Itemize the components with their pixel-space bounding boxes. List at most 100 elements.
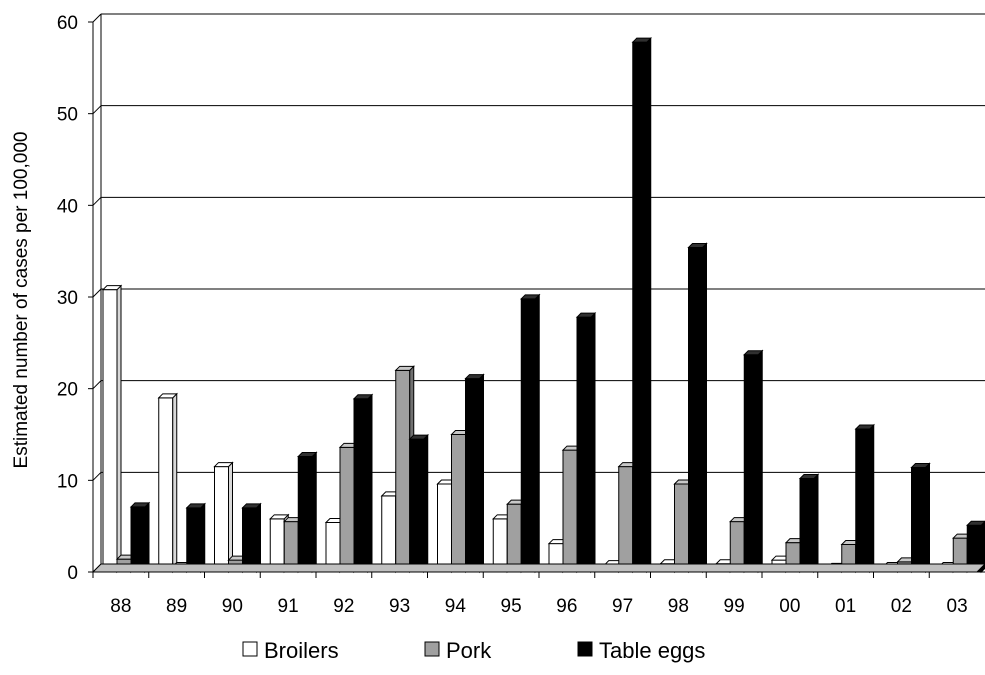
bar-front <box>451 434 466 573</box>
bar-table-eggs <box>352 393 374 574</box>
gridline-diagonal <box>92 13 102 23</box>
bar-front <box>688 247 703 573</box>
bar-table-eggs <box>798 473 820 574</box>
bar-front <box>130 506 146 573</box>
y-axis-ticks: 0 10 20 30 40 50 60 <box>57 13 93 584</box>
bar-front <box>506 503 522 573</box>
bar-side <box>757 349 763 574</box>
x-tick-label: 94 <box>445 596 467 617</box>
bar-table-eggs <box>854 423 875 574</box>
gridline-diagonal <box>92 471 102 481</box>
bar-front <box>395 369 411 573</box>
gridline-diagonal <box>92 196 102 206</box>
y-tick-label: 60 <box>57 13 78 34</box>
x-tick-label: 90 <box>222 596 243 617</box>
bar-table-eggs <box>687 242 708 574</box>
bar-front <box>297 456 313 573</box>
x-tick-label: 98 <box>668 596 689 617</box>
bar-top <box>352 394 374 400</box>
bar-top <box>157 393 178 399</box>
bar-front <box>381 495 397 573</box>
bar-front <box>743 354 759 573</box>
bar-top <box>687 243 708 248</box>
gridline-diagonal <box>92 105 102 115</box>
bar-side <box>646 36 652 574</box>
legend-swatch-table-eggs <box>577 641 593 657</box>
bar-side <box>869 423 875 574</box>
bar-front <box>353 398 369 573</box>
bar-table-eggs <box>241 502 262 574</box>
bar-front <box>632 41 648 573</box>
x-tick-label: 03 <box>947 596 968 617</box>
bar-side <box>228 461 233 574</box>
bar-top <box>269 514 290 520</box>
bar-front <box>674 483 689 573</box>
bar-table-eggs <box>575 311 597 574</box>
x-tick-label: 92 <box>333 596 354 617</box>
bar-front <box>911 467 926 573</box>
bar-front <box>339 446 355 573</box>
legend-swatch-broilers <box>242 641 258 657</box>
legend-label: Pork <box>446 638 492 663</box>
y-tick-label: 10 <box>57 471 78 492</box>
bar-table-eggs <box>129 501 151 574</box>
x-tick-label: 89 <box>166 596 187 617</box>
legend-swatch-pork <box>424 641 440 657</box>
bar-side <box>200 502 206 574</box>
bar-top <box>185 503 206 509</box>
bar-side <box>925 462 930 574</box>
bar-top <box>575 312 597 318</box>
bar-side <box>172 392 178 574</box>
bar-front <box>214 466 229 573</box>
bar-table-eggs <box>631 36 652 574</box>
bar-top <box>520 294 541 300</box>
bar-top <box>297 452 318 457</box>
bar-front <box>855 428 871 573</box>
x-tick-label: 97 <box>612 596 633 617</box>
bar-top <box>241 503 262 509</box>
bar-side <box>116 284 122 574</box>
y-tick-label: 30 <box>57 288 78 309</box>
bar-side <box>144 501 150 574</box>
bar-side <box>980 520 985 574</box>
bar-side <box>256 502 261 574</box>
x-tick-label: 02 <box>891 596 912 617</box>
bar-side <box>367 393 373 574</box>
bar-table-eggs <box>966 520 985 574</box>
bar-top <box>798 474 820 479</box>
bar-table-eggs <box>408 433 429 574</box>
gridline-diagonal <box>92 288 102 298</box>
y-tick-label: 0 <box>67 563 78 584</box>
bar-front <box>158 397 174 573</box>
bar-side <box>590 311 596 574</box>
bar-top <box>743 350 764 356</box>
bar-front <box>618 466 634 573</box>
bar-side <box>423 433 429 574</box>
bar-broilers <box>157 392 178 574</box>
bar-top <box>408 434 429 440</box>
bar-table-eggs <box>297 451 318 574</box>
bar-front <box>186 507 202 573</box>
bar-top <box>631 37 652 43</box>
y-tick-label: 50 <box>57 105 78 126</box>
bar-table-eggs <box>185 502 206 574</box>
bar-front <box>799 478 815 573</box>
bar-front <box>576 316 592 573</box>
y-tick-label: 40 <box>57 196 78 217</box>
bar-front <box>520 298 536 573</box>
bar-front <box>242 507 257 573</box>
bar-top <box>101 285 123 291</box>
x-tick-label: 91 <box>278 596 299 617</box>
x-tick-label: 99 <box>724 596 745 617</box>
bar-front <box>465 378 480 573</box>
bar-top <box>966 520 985 526</box>
bar-side <box>479 373 484 574</box>
bar-broilers <box>213 461 234 574</box>
bar-top <box>129 502 151 508</box>
bars-group <box>101 36 985 574</box>
legend: Broilers Pork Table eggs <box>242 638 705 663</box>
bar-table-eggs <box>464 373 485 574</box>
bar-broilers <box>101 284 123 574</box>
bar-side <box>311 451 317 574</box>
bar-side <box>702 242 707 574</box>
